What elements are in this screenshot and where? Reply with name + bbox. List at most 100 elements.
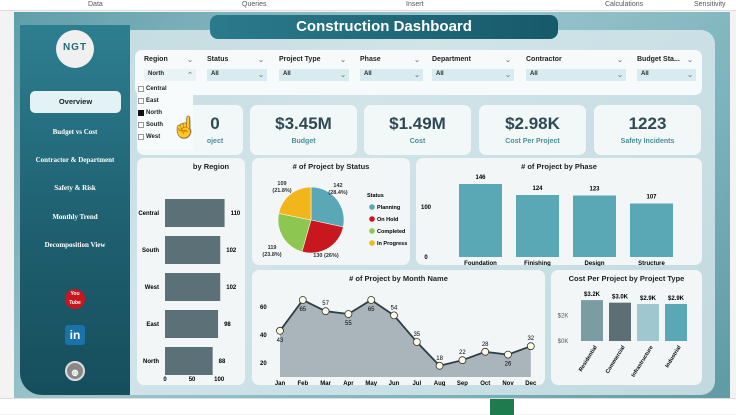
bar (665, 303, 687, 341)
axis-tick-label: West (145, 285, 159, 291)
option-central[interactable]: Central (137, 83, 193, 95)
data-point (390, 311, 398, 320)
slicer-label: Phase (360, 56, 381, 63)
slicer-region[interactable]: Region ⌄ North ⌃ (144, 56, 196, 81)
hand-cursor-icon: ☝ (172, 117, 197, 139)
legend-marker (369, 204, 375, 210)
bar (165, 273, 221, 301)
data-point (412, 338, 421, 346)
data-label: $3.2K (584, 292, 601, 298)
axis-tick-label: Feb (297, 381, 308, 386)
nav-overview[interactable]: Overview (30, 91, 121, 113)
ribbon-data[interactable]: Data (88, 1, 103, 8)
nav-budget-vs-cost[interactable]: Budget vs Cost (52, 128, 98, 136)
pie-slice (278, 186, 312, 221)
option-east[interactable]: East (137, 95, 193, 107)
nav-safety-risk[interactable]: Safety & Risk (54, 184, 96, 192)
axis-tick-label: North (143, 359, 159, 365)
checkbox[interactable] (138, 134, 144, 140)
data-label: 65 (368, 307, 375, 313)
axis-tick-label: South (142, 248, 159, 254)
option-label: Central (146, 86, 167, 92)
chart-by-region: by Region Central 110 South 102 West 102 East 98… (137, 158, 245, 385)
option-west[interactable]: West (137, 131, 193, 143)
axis-tick-label: Industrial (664, 344, 682, 369)
axis-tick-label: 0 (163, 377, 167, 381)
axis-tick-label: 0 (424, 255, 428, 261)
kpi-value: 0 (210, 114, 220, 133)
legend-marker (369, 228, 375, 234)
data-label: 142 (28.4%) (328, 183, 347, 196)
nav-monthly-trend[interactable]: Monthly Trend (52, 213, 98, 221)
axis-tick-label: Aug (434, 381, 446, 386)
nav-decomposition-view[interactable]: Decomposition View (44, 241, 106, 249)
axis-tick-label: Commercial (605, 344, 627, 374)
data-point (526, 342, 535, 351)
checkbox[interactable] (138, 98, 144, 104)
data-point (458, 356, 467, 365)
axis-tick-label: Jan (275, 381, 286, 386)
kpi-label: Cost (409, 138, 426, 145)
chart-by-status: # of Project by Status 142 (28.4%) Planning… (252, 158, 410, 265)
axis-tick-label: 60 (260, 305, 267, 311)
ribbon-calculations[interactable]: Calculations (605, 1, 644, 8)
bar (637, 303, 659, 341)
slicer-project-type[interactable]: Project Type ⌄ All ⌄ (279, 56, 349, 81)
data-label: 110 (231, 211, 241, 217)
checkbox[interactable] (138, 122, 144, 128)
chevron-down-icon: ⌄ (340, 72, 346, 79)
website-icon[interactable]: ◍ (65, 361, 85, 381)
slicer-phase[interactable]: Phase ⌄ All ⌄ (360, 56, 423, 81)
youtube-icon[interactable]: You Tube (65, 289, 85, 309)
chart-title: Cost Per Project by Project Type (568, 274, 685, 283)
axis-tick-label: Oct (480, 381, 490, 386)
slicer-value: All (364, 71, 372, 77)
data-label: 130 (26%) (313, 253, 339, 259)
slicer-label: Contractor (526, 56, 562, 63)
axis-tick-label: Structure (638, 261, 665, 266)
chart-title: by Region (192, 162, 230, 171)
slicer-status[interactable]: Status ⌄ All ⌄ (207, 56, 267, 81)
ribbon-insert[interactable]: Insert (406, 1, 424, 8)
legend-label: In Progress (377, 241, 407, 247)
legend-label: On Hold (377, 217, 398, 223)
data-point (481, 347, 490, 356)
data-label: 146 (475, 175, 486, 181)
data-label: 35 (413, 332, 420, 338)
slicer-contractor[interactable]: Contractor ⌄ All ⌄ (526, 56, 626, 81)
option-north[interactable]: North (137, 107, 193, 119)
checkbox[interactable] (138, 86, 144, 92)
kpi-cost: $1.49M Cost (364, 105, 471, 155)
region-dropdown-list: Central East North South West (137, 83, 193, 149)
legend-marker (369, 216, 375, 222)
active-page-tab[interactable] (490, 399, 514, 415)
ribbon-sensitivity[interactable]: Sensitivity (694, 1, 726, 8)
axis-tick-label: Finishing (524, 261, 551, 266)
axis-tick-label: May (365, 381, 377, 386)
chart-by-month: # of Project by Month Name 20 40 60 43 Jan 65 F… (252, 270, 545, 387)
ribbon-queries[interactable]: Queries (242, 1, 267, 8)
data-point (367, 296, 376, 304)
kpi-label: Safety Incidents (620, 138, 675, 145)
bar (573, 195, 616, 257)
slicer-budget-status[interactable]: Budget Sta... ⌄ All ⌄ (637, 56, 696, 81)
kpi-label: Cost Per Project (505, 138, 560, 145)
page-title: Construction Dashboard (210, 15, 558, 39)
linkedin-icon[interactable]: in (65, 325, 85, 345)
data-label: 57 (322, 301, 329, 307)
data-label: 88 (219, 359, 226, 365)
slicer-department[interactable]: Department ⌄ All ⌄ (432, 56, 514, 81)
nav-contractor-department[interactable]: Contractor & Department (35, 156, 115, 164)
option-south[interactable]: South (137, 119, 193, 131)
data-point (435, 361, 444, 370)
axis-tick-label: 40 (260, 333, 267, 339)
bar (165, 347, 213, 375)
pie-slice (301, 219, 344, 254)
slicer-label: Budget Sta... (637, 56, 680, 63)
checkbox-checked[interactable] (138, 110, 144, 116)
chart-title: # of Project by Status (292, 162, 370, 171)
filter-bar: Region ⌄ North ⌃ Status ⌄ All ⌄ Project Type ⌄ A… (135, 50, 702, 95)
area-fill (280, 300, 531, 377)
bar (165, 199, 225, 227)
axis-tick-label: Nov (502, 381, 514, 386)
